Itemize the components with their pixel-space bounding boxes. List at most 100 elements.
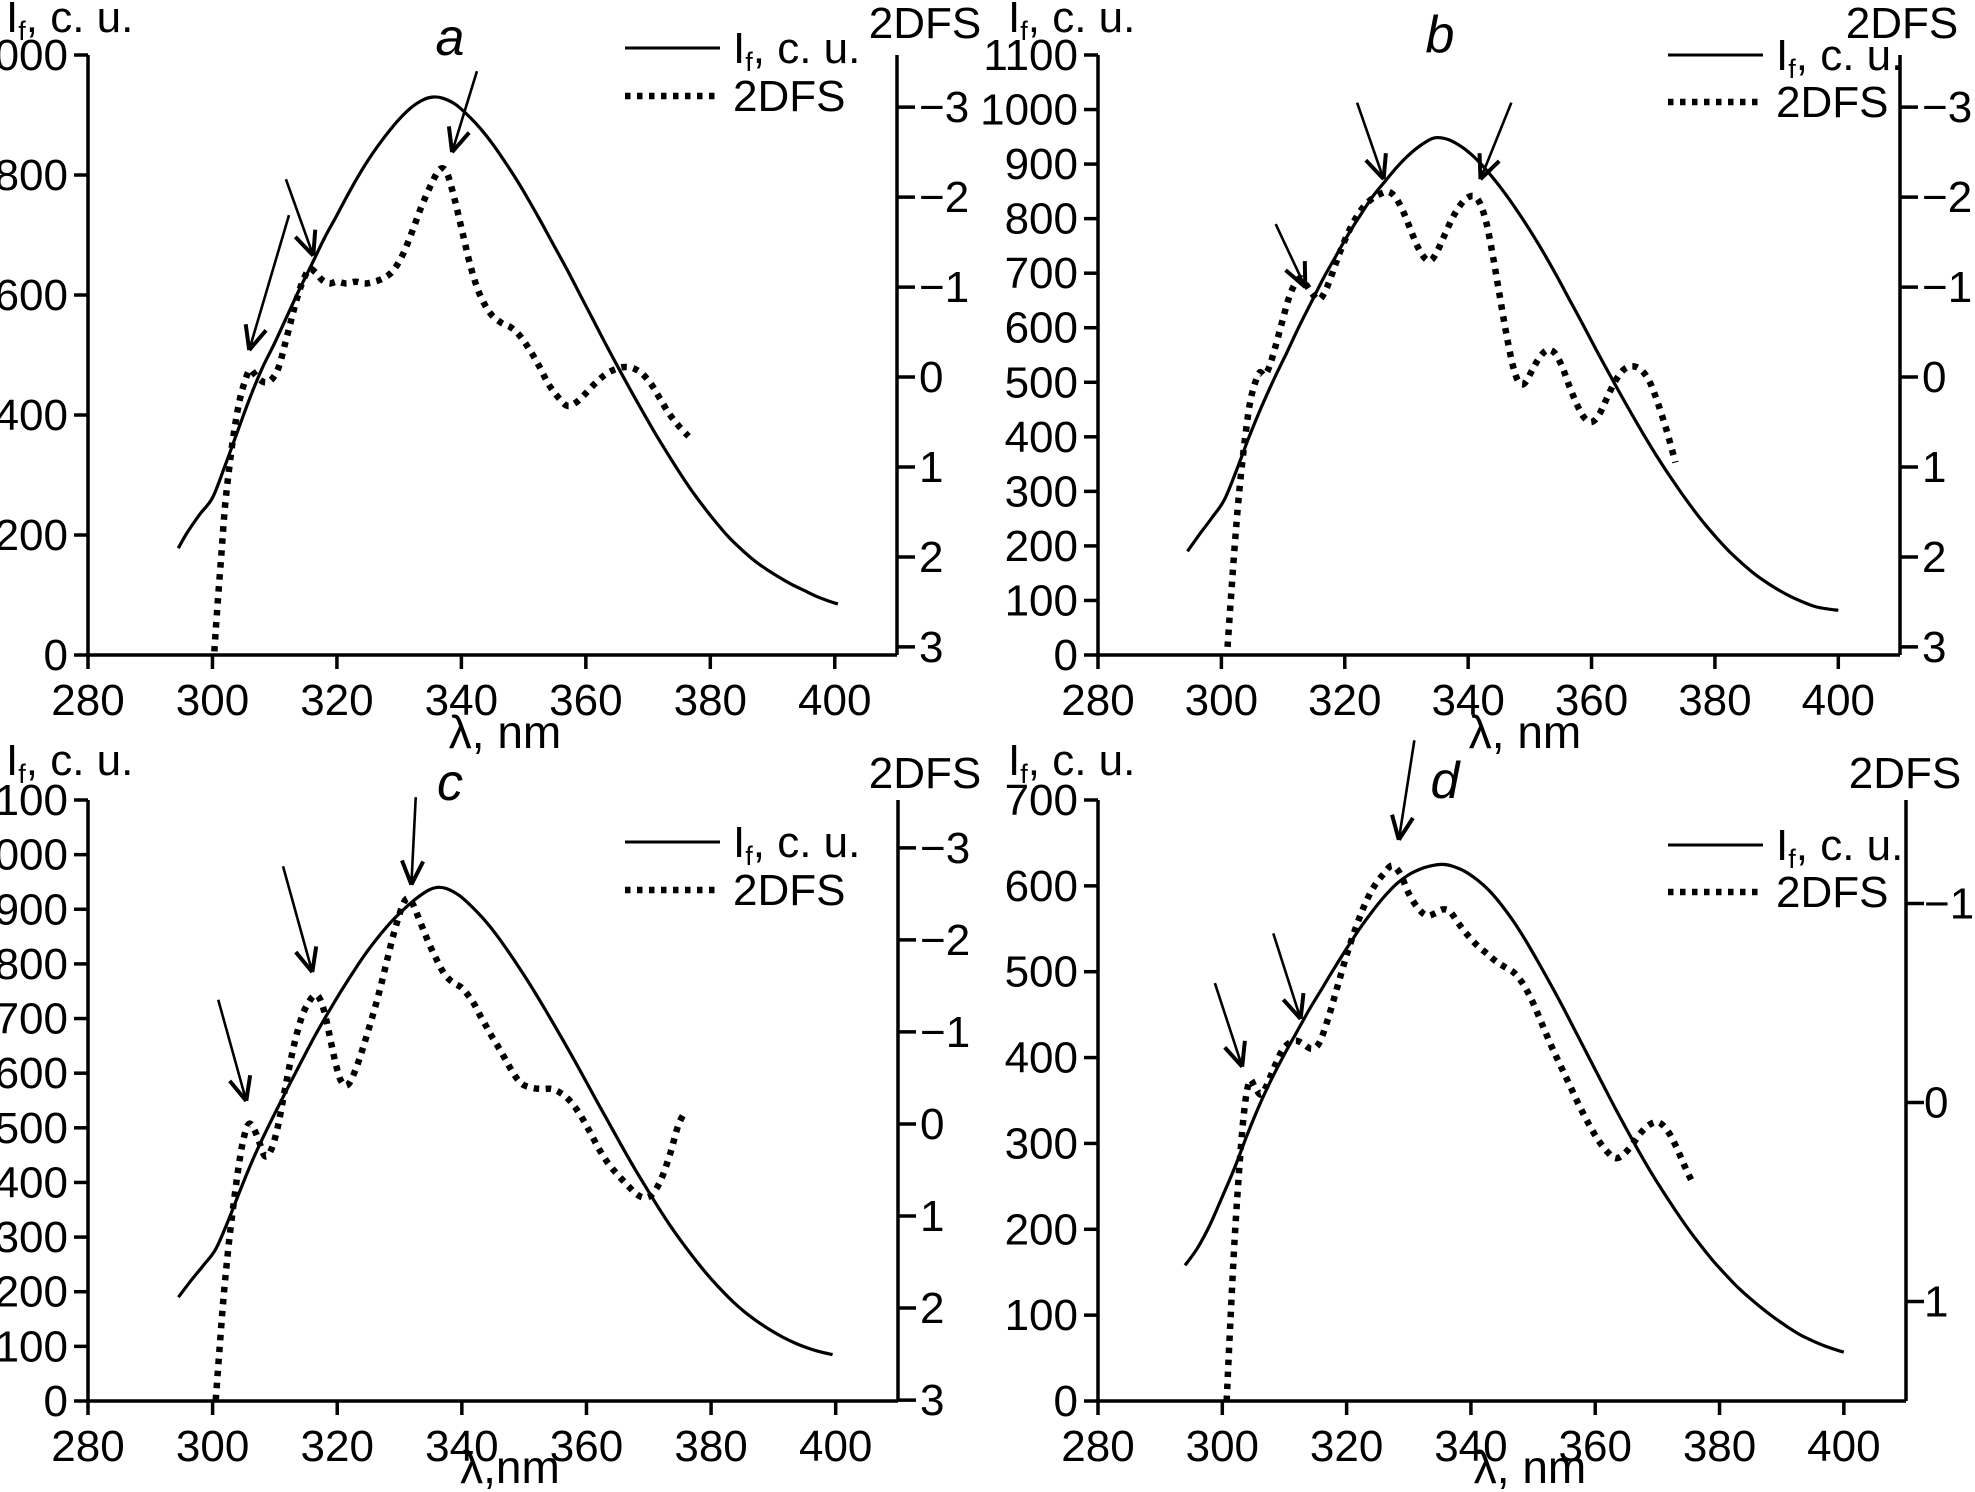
legend-label: If, c. u. [733, 818, 860, 871]
fluorescence-curve [1186, 135, 1839, 612]
annotation-arrowhead [1281, 998, 1303, 1021]
panel-b: 280 300 320 340 360 380 4000100200300400500600… [980, 0, 1972, 758]
right-axis-corner-label: 2DFS [869, 749, 981, 798]
left-tick-label: 300 [1005, 1119, 1078, 1168]
annotation-arrowhead [1298, 992, 1306, 1020]
x-tick-label: 320 [1308, 676, 1381, 725]
left-tick-label: 100 [1005, 576, 1078, 625]
left-tick-label: 700 [1005, 776, 1078, 825]
left-tick-label: 400 [0, 391, 68, 440]
right-tick-label: −1 [919, 263, 969, 312]
x-tick-label: 280 [1061, 1422, 1134, 1471]
left-tick-label: 1000 [980, 86, 1078, 135]
left-axis-corner-label: If, c. u. [6, 736, 133, 789]
right-axis-corner-label: 2DFS [1846, 0, 1958, 48]
dfs-curve [1224, 188, 1679, 648]
x-axis-label: λ,nm [460, 1441, 560, 1492]
annotation-arrowhead [243, 324, 252, 351]
annotation-arrowhead [311, 229, 318, 256]
left-tick-label: 1000 [0, 31, 68, 80]
x-tick-label: 320 [301, 1422, 374, 1471]
x-tick-label: 300 [1185, 676, 1258, 725]
right-tick-label: 1 [919, 443, 943, 492]
legend-label: If, c. u. [1776, 821, 1903, 874]
x-tick-label: 280 [51, 1422, 124, 1471]
annotation-arrow-shaft [216, 999, 248, 1102]
right-tick-label: −3 [1922, 83, 1972, 132]
right-tick-label: 2 [920, 1284, 944, 1333]
fluorescence-curve [177, 885, 833, 1357]
annotation-arrow-shaft [1274, 223, 1307, 288]
x-tick-label: 320 [1310, 1422, 1383, 1471]
annotation-arrow-shaft [1355, 102, 1385, 180]
annotation-arrowhead [1477, 153, 1483, 180]
left-tick-label: 500 [1005, 948, 1078, 997]
legend: If, c. u.2DFS [1668, 31, 1903, 127]
annotation-arrow-shaft [1272, 932, 1302, 1020]
x-tick-label: 340 [425, 676, 498, 725]
annotation-arrowhead [1302, 261, 1308, 288]
x-tick-label: 340 [1434, 1422, 1507, 1471]
legend: If, c. u.2DFS [625, 24, 860, 121]
annotation-arrowhead [1479, 159, 1501, 181]
left-tick-label: 300 [1005, 467, 1078, 516]
left-tick-label: 600 [1005, 304, 1078, 353]
left-axis-corner-label: If, c. u. [1008, 736, 1135, 789]
left-tick-label: 800 [0, 151, 68, 200]
x-tick-label: 280 [51, 676, 124, 725]
x-tick-label: 360 [550, 1422, 623, 1471]
x-tick-label: 360 [1559, 1422, 1632, 1471]
left-tick-label: 200 [1005, 522, 1078, 571]
right-tick-label: −1 [920, 1008, 970, 1057]
right-tick-label: 2 [919, 533, 943, 582]
left-tick-label: 200 [1005, 1205, 1078, 1254]
annotation-arrowhead [244, 1074, 253, 1102]
right-tick-label: 3 [920, 1376, 944, 1425]
right-tick-label: 3 [1922, 623, 1946, 672]
left-tick-label: 300 [0, 1213, 68, 1262]
right-tick-label: 1 [920, 1192, 944, 1241]
left-tick-label: 1100 [0, 776, 68, 825]
right-tick-label: −3 [920, 824, 970, 873]
dfs-curve [212, 895, 688, 1401]
left-tick-label: 400 [0, 1158, 68, 1207]
right-tick-label: −2 [919, 173, 969, 222]
x-tick-label: 400 [1802, 676, 1875, 725]
left-tick-label: 900 [1005, 140, 1078, 189]
left-axis-corner-label: If, c. u. [6, 0, 133, 46]
annotation-arrowhead [1223, 1046, 1244, 1069]
legend-label: 2DFS [733, 866, 845, 915]
x-tick-label: 400 [798, 676, 871, 725]
x-tick-label: 280 [1061, 676, 1134, 725]
right-tick-label: 0 [1924, 1078, 1948, 1127]
x-tick-label: 360 [549, 676, 622, 725]
annotation-arrow-shaft [1213, 982, 1244, 1068]
right-tick-label: −2 [1922, 173, 1972, 222]
annotation-arrowhead [400, 859, 414, 886]
left-tick-label: 0 [44, 1377, 68, 1426]
fluorescence-curve [1183, 862, 1845, 1354]
left-tick-label: 800 [0, 940, 68, 989]
left-tick-label: 200 [0, 1268, 68, 1317]
left-tick-label: 500 [1005, 358, 1078, 407]
left-tick-label: 0 [1054, 1377, 1078, 1426]
x-tick-label: 320 [300, 676, 373, 725]
panel-title: a [436, 9, 465, 67]
right-tick-label: 2 [1922, 533, 1946, 582]
left-tick-label: 800 [1005, 195, 1078, 244]
x-tick-label: 380 [674, 676, 747, 725]
x-tick-label: 300 [176, 1422, 249, 1471]
annotation-arrowhead [228, 1079, 248, 1103]
left-tick-label: 900 [0, 885, 68, 934]
legend: If, c. u.2DFS [1668, 821, 1903, 917]
x-tick-label: 340 [425, 1422, 498, 1471]
dfs-curve [211, 164, 691, 652]
annotation-arrowhead [1364, 158, 1386, 181]
right-tick-label: 0 [920, 1100, 944, 1149]
right-tick-label: −3 [919, 83, 969, 132]
annotation-arrow-shaft [1479, 102, 1513, 180]
annotation-arrow-shaft [281, 865, 314, 973]
left-tick-label: 0 [1054, 631, 1078, 680]
panel-a: 28030032034036038040002004006008001000−3… [0, 0, 981, 758]
